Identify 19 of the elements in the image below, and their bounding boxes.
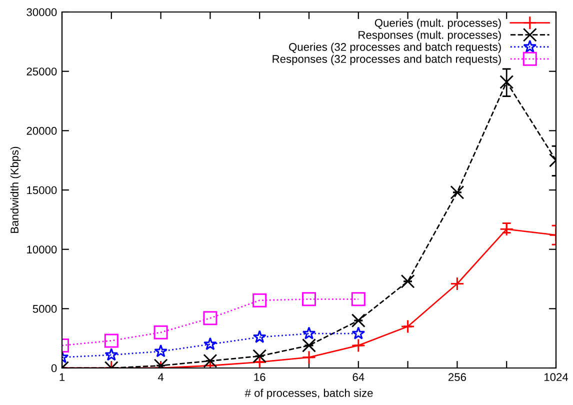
legend-label: Queries (mult. processes) — [374, 18, 501, 30]
x-tick-label: 4 — [158, 373, 164, 381]
x-tick-label: 16 — [254, 373, 266, 382]
legend-label: Queries (32 processes and batch requests) — [289, 42, 501, 54]
x-tick-label: 1 — [60, 373, 65, 381]
y-tick-label: 15000 — [27, 186, 57, 194]
y-tick-label: 0 — [51, 364, 57, 372]
x-tick-label: 256 — [448, 373, 466, 382]
y-tick-label: 5000 — [32, 304, 57, 313]
y-axis-title: Bandwidth (Kbps) — [10, 146, 21, 233]
y-tick-label: 30000 — [26, 8, 57, 16]
x-axis-title: # of processes, batch size — [244, 388, 373, 400]
legend-label: Responses (mult. processes) — [358, 30, 501, 42]
y-tick-label: 10000 — [27, 246, 57, 254]
y-tick-label: 25000 — [26, 68, 57, 76]
x-tick-label: 1024 — [544, 373, 568, 382]
x-tick-label: 64 — [352, 373, 364, 382]
y-tick-label: 20000 — [26, 126, 57, 135]
legend-label: Responses (32 processes and batch requests) — [272, 54, 501, 66]
